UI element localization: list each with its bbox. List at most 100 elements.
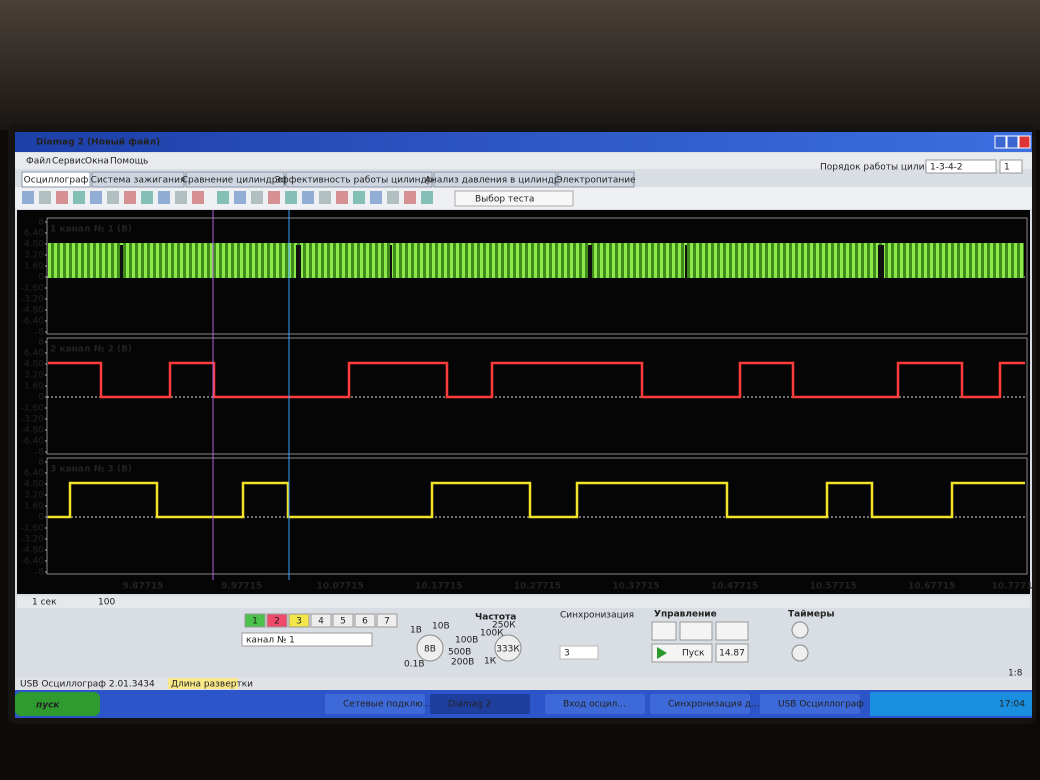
control-title: Управление: [654, 610, 717, 620]
tab-label[interactable]: Осциллограф: [24, 176, 89, 186]
toolbar-icon[interactable]: [336, 191, 348, 204]
taskbar-item[interactable]: [430, 694, 530, 714]
taskbar-item-label[interactable]: USB Осциллограф: [778, 700, 864, 710]
channel-panel: [46, 457, 1028, 575]
toolbar-icon[interactable]: [217, 191, 229, 204]
start-label[interactable]: Пуск: [682, 649, 705, 659]
toolbar-icon[interactable]: [404, 191, 416, 204]
toolbar-icon[interactable]: [319, 191, 331, 204]
taskbar-item-label[interactable]: Вход осцил...: [563, 700, 626, 710]
menu-item[interactable]: Окна: [85, 157, 109, 167]
channel-button[interactable]: [288, 613, 310, 628]
y-tick-label: -4.80: [21, 306, 45, 316]
toolbar-icon[interactable]: [175, 191, 187, 204]
toolbar-icon[interactable]: [107, 191, 119, 204]
channel-label: 1 канал № 1 (В): [50, 225, 132, 235]
channel-button[interactable]: [266, 613, 288, 628]
tab[interactable]: [91, 171, 185, 188]
toolbar-icon[interactable]: [234, 191, 246, 204]
toolbar-icon[interactable]: [73, 191, 85, 204]
voltage-dial[interactable]: [416, 634, 444, 662]
start-run[interactable]: [651, 643, 713, 663]
channel-button-label[interactable]: 5: [340, 617, 346, 627]
toolbar-icon[interactable]: [387, 191, 399, 204]
channel-button[interactable]: [354, 613, 376, 628]
taskbar-item[interactable]: [760, 694, 860, 714]
control-button[interactable]: [651, 621, 677, 641]
toolbar-icon[interactable]: [22, 191, 34, 204]
channel-button-label[interactable]: 1: [252, 617, 258, 627]
channel-button-label[interactable]: 2: [274, 617, 280, 627]
tab-label[interactable]: Система зажигания: [91, 176, 186, 186]
tab[interactable]: [285, 171, 433, 188]
frequency-dial[interactable]: [494, 634, 522, 662]
channel-button[interactable]: [310, 613, 332, 628]
tab-label[interactable]: Анализ давления в цилиндре: [425, 176, 566, 186]
channel-select[interactable]: [241, 632, 373, 647]
window-button[interactable]: [994, 135, 1007, 149]
taskbar-item-label[interactable]: Сетевые подклю...: [343, 700, 431, 710]
counter-box: [715, 643, 749, 663]
toolbar-icon[interactable]: [370, 191, 382, 204]
menu-item[interactable]: Помощь: [110, 157, 148, 167]
start-label[interactable]: пуск: [36, 701, 60, 711]
x-tick-label: 10.57715: [810, 582, 857, 592]
tab[interactable]: [185, 171, 285, 188]
sync-select[interactable]: [559, 645, 599, 660]
menu-item[interactable]: Файл: [26, 157, 51, 167]
taskbar-item[interactable]: [325, 694, 425, 714]
channel-label: 3 канал № 3 (В): [50, 465, 132, 475]
taskbar-item-label[interactable]: Синхронизация д...: [668, 700, 760, 710]
channel-button-label[interactable]: 7: [384, 617, 390, 627]
toolbar-icon[interactable]: [421, 191, 433, 204]
toolbar-icon[interactable]: [302, 191, 314, 204]
dial-label: 1К: [484, 657, 497, 667]
toolbar-icon[interactable]: [268, 191, 280, 204]
toolbar-icon[interactable]: [158, 191, 170, 204]
toolbar-icon[interactable]: [90, 191, 102, 204]
channel-button-label[interactable]: 3: [296, 617, 302, 627]
channel-button-label[interactable]: 4: [318, 617, 324, 627]
window-button[interactable]: [1018, 135, 1031, 149]
channel-button[interactable]: [376, 613, 398, 628]
toolbar-icon[interactable]: [251, 191, 263, 204]
time-div: 1 сек: [32, 598, 57, 608]
channel-select-label[interactable]: канал № 1: [246, 636, 295, 646]
toolbar-icon[interactable]: [124, 191, 136, 204]
taskbar-item-label[interactable]: Diamag 2: [448, 700, 492, 710]
tab[interactable]: [433, 171, 557, 188]
taskbar-item[interactable]: [545, 694, 645, 714]
waveform-3: [48, 481, 1025, 519]
tab-label[interactable]: Электропитание: [556, 176, 636, 186]
start-button[interactable]: [15, 692, 100, 716]
channel-button[interactable]: [244, 613, 266, 628]
toolbar-icon[interactable]: [39, 191, 51, 204]
dial-label: 100К: [480, 629, 504, 639]
cylinder-select[interactable]: [999, 159, 1023, 174]
tab-label[interactable]: Сравнение цилиндров: [182, 176, 289, 186]
y-tick-label: 6.40: [24, 469, 44, 479]
tab-label[interactable]: Эффективность работы цилиндров: [275, 176, 444, 186]
cylinder-order-select[interactable]: [925, 159, 997, 174]
toolbar-icon[interactable]: [353, 191, 365, 204]
window-button[interactable]: [1006, 135, 1019, 149]
toolbar-icon[interactable]: [285, 191, 297, 204]
control-button[interactable]: [715, 621, 749, 641]
menu-item[interactable]: Сервис: [52, 157, 86, 167]
channel-button-label[interactable]: 6: [362, 617, 368, 627]
test-select-label[interactable]: Выбор теста: [475, 195, 534, 205]
test-select[interactable]: [454, 190, 574, 207]
tab[interactable]: [557, 171, 635, 188]
timer-icon[interactable]: [791, 644, 809, 662]
taskbar-item[interactable]: [650, 694, 750, 714]
toolbar-icon[interactable]: [192, 191, 204, 204]
channel-button[interactable]: [332, 613, 354, 628]
tab[interactable]: [21, 171, 91, 188]
waveform-2: [48, 361, 1025, 399]
toolbar-icon[interactable]: [56, 191, 68, 204]
toolbar-icon[interactable]: [141, 191, 153, 204]
control-button[interactable]: [679, 621, 713, 641]
timer-icon[interactable]: [791, 621, 809, 639]
x-tick-label: 10.37715: [612, 582, 659, 592]
x-tick-label: 10.07715: [317, 582, 364, 592]
